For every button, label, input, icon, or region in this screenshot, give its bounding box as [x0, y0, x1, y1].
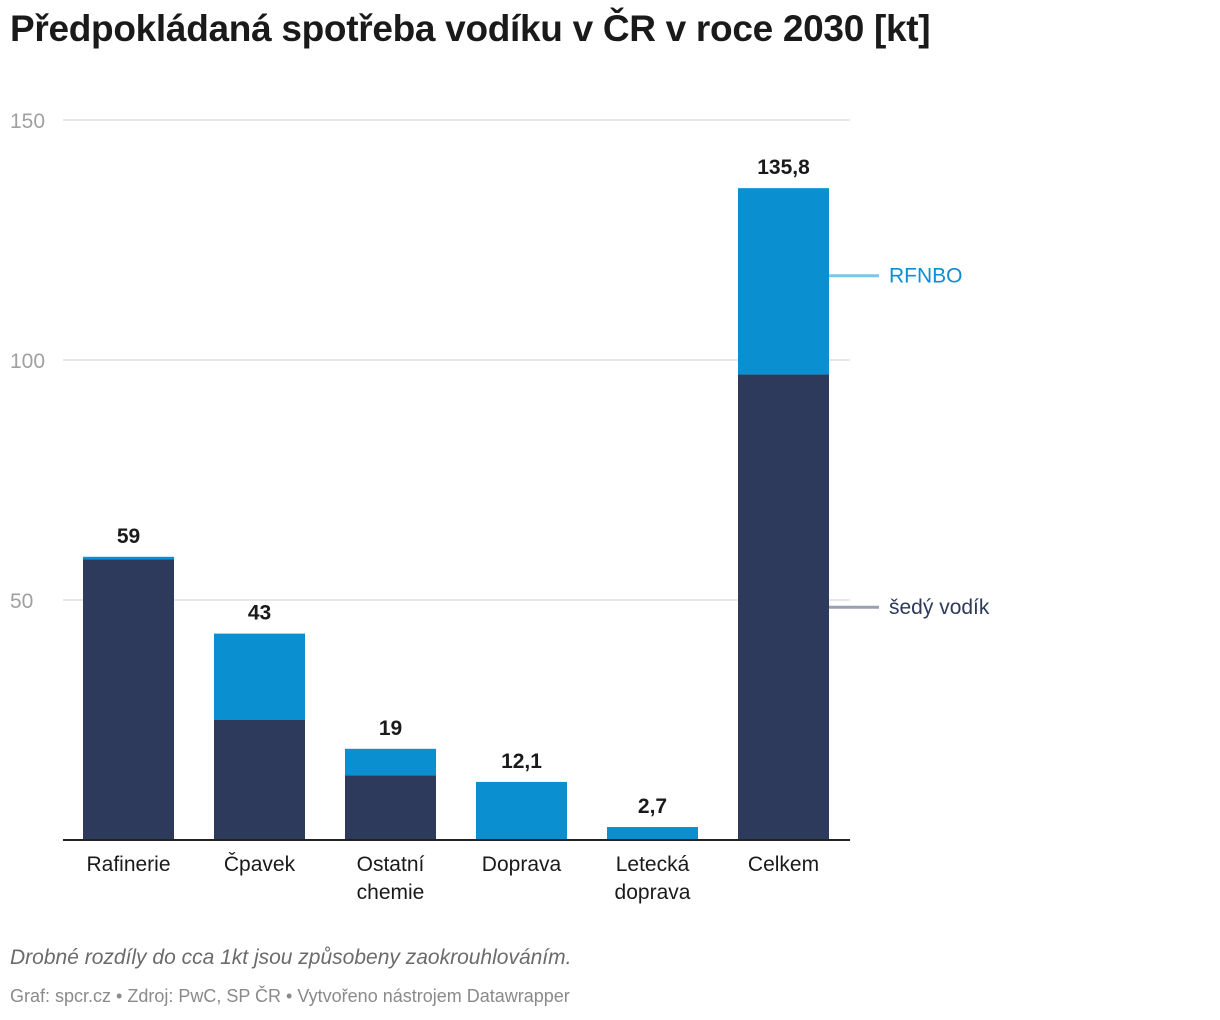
- x-category-label: Čpavek: [224, 853, 296, 876]
- x-category-label: chemie: [357, 881, 425, 904]
- bar-total-label: 19: [379, 717, 402, 740]
- bar-chart: 50 100 150 59 Rafinerie 43 Čpavek 19 Ostatní chem…: [10, 110, 990, 904]
- bar-segment: [476, 781, 567, 840]
- legend-label: RFNBO: [889, 265, 963, 288]
- y-tick-label: 50: [10, 590, 33, 613]
- chart-title: Předpokládaná spotřeba vodíku v ČR v roc…: [10, 8, 931, 49]
- x-category-label: Ostatní: [357, 853, 425, 876]
- y-tick-label: 150: [10, 110, 45, 133]
- x-category-label: Doprava: [482, 853, 562, 876]
- bar-segment: [607, 827, 698, 840]
- chart-footer: Graf: spcr.cz • Zdroj: PwC, SP ČR • Vytv…: [10, 986, 570, 1006]
- x-category-label: doprava: [615, 881, 691, 904]
- bar-total-label: 135,8: [757, 156, 810, 179]
- x-category-label: Rafinerie: [86, 853, 170, 876]
- bar-segment: [345, 748, 436, 776]
- x-category-label: Celkem: [748, 853, 819, 876]
- chart-note: Drobné rozdíly do cca 1kt jsou způsobeny…: [10, 946, 572, 969]
- bar-segment: [214, 633, 305, 720]
- bar-total-label: 59: [117, 525, 140, 548]
- bar-total-label: 43: [248, 602, 271, 625]
- bar-segment: [83, 559, 174, 840]
- bar-total-label: 2,7: [638, 795, 667, 818]
- bar-total-label: 12,1: [501, 750, 542, 773]
- bar-segment: [214, 720, 305, 840]
- bar-segment: [83, 556, 174, 560]
- bar-segment: [738, 188, 829, 375]
- bar-segment: [738, 374, 829, 840]
- y-tick-label: 100: [10, 350, 45, 373]
- bar-segment: [345, 775, 436, 840]
- x-category-label: Letecká: [616, 853, 690, 876]
- legend-label: šedý vodík: [889, 596, 990, 619]
